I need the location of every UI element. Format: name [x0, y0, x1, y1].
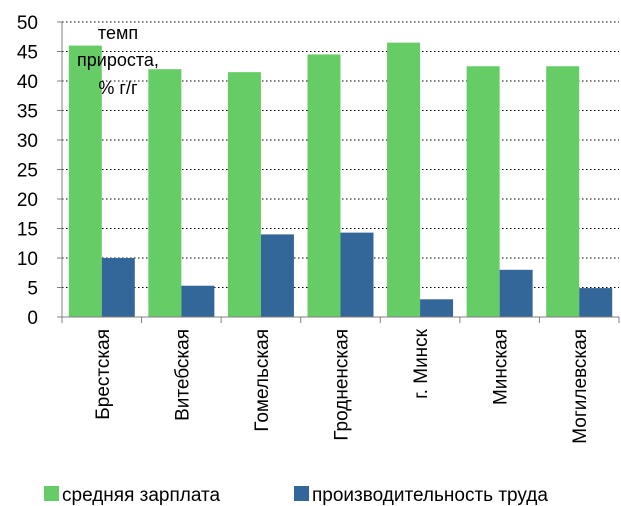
bar-salary — [148, 69, 182, 317]
y-tick-label: 35 — [17, 102, 38, 123]
unit-label-line: прироста, — [77, 50, 159, 70]
bar-productivity — [579, 288, 613, 317]
bar-productivity — [420, 299, 454, 317]
y-axis: 0 5 10 15 20 25 30 35 40 45 50 — [17, 13, 63, 329]
y-tick-label: 5 — [27, 279, 38, 300]
legend: средняя зарплата производительность труда — [44, 485, 548, 506]
bar-productivity — [340, 232, 374, 317]
bar-salary — [466, 66, 500, 317]
y-tick-label: 30 — [17, 131, 38, 152]
y-tick-label: 25 — [17, 161, 38, 182]
bar-salary — [227, 72, 261, 318]
bar-salary — [387, 42, 421, 318]
legend-label: производительность труда — [312, 485, 548, 506]
y-tick-label: 0 — [27, 308, 38, 329]
legend-swatch — [44, 486, 59, 501]
x-category-label: Витебская — [172, 329, 193, 421]
bar-salary — [307, 54, 341, 317]
x-category-label: Минская — [491, 329, 512, 405]
y-tick-label: 40 — [17, 72, 38, 93]
x-category-label: Гродненская — [332, 329, 353, 441]
x-category-label: Могилевская — [570, 329, 591, 444]
bar-salary — [546, 66, 580, 317]
bars — [68, 42, 613, 318]
y-tick-label: 15 — [17, 220, 38, 241]
bar-productivity — [181, 285, 215, 317]
y-tick-label: 50 — [17, 13, 38, 34]
y-tick-label: 10 — [17, 249, 38, 270]
x-category-label: Гомельская — [252, 329, 273, 432]
x-axis: Брестская Витебская Гомельская Гродненская г… — [61, 316, 620, 444]
x-category-label: Брестская — [93, 329, 114, 420]
y-unit-label: темп прироста, % г/г — [77, 23, 159, 98]
x-category-label: г. Минск — [411, 328, 432, 399]
unit-label-line: темп — [98, 23, 138, 43]
legend-label: средняя зарплата — [62, 485, 221, 506]
y-tick-label: 20 — [17, 190, 38, 211]
unit-label-line: % г/г — [98, 78, 138, 98]
y-tick-label: 45 — [17, 43, 38, 64]
legend-swatch — [294, 486, 309, 501]
bar-productivity — [101, 258, 135, 317]
bar-productivity — [260, 234, 294, 317]
bar-salary — [68, 45, 102, 317]
bar-productivity — [499, 269, 533, 317]
